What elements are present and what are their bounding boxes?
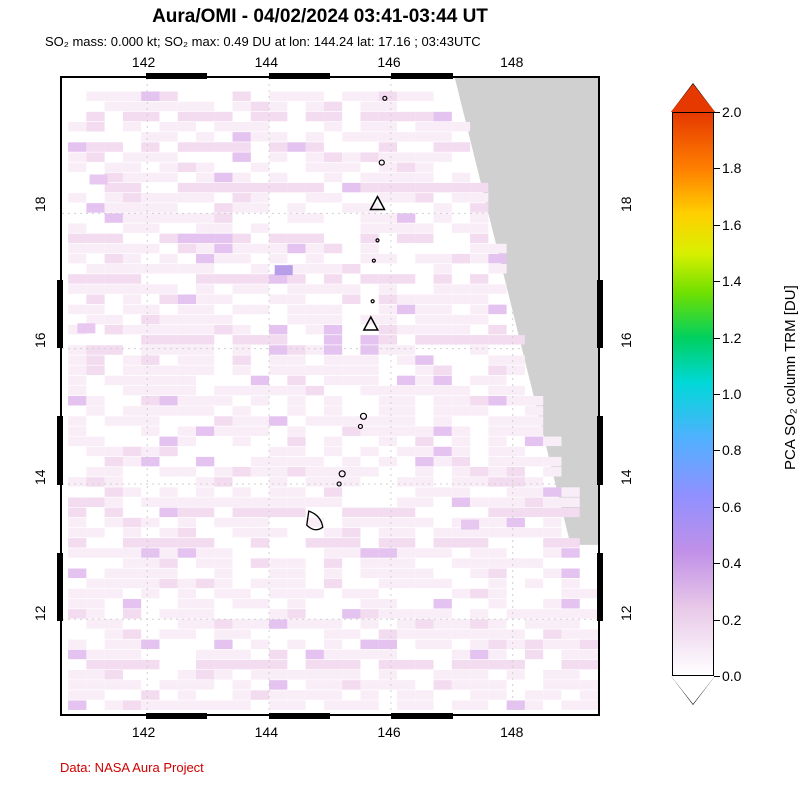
y-tick-left: 14: [32, 469, 48, 485]
colorbar-under-triangle-icon: [671, 676, 715, 704]
x-tick-bottom: 142: [132, 724, 155, 740]
y-tick-right: 14: [618, 469, 634, 485]
colorbar-tick-label: 0.8: [722, 442, 762, 458]
colorbar-tick-label: 2.0: [722, 104, 762, 120]
colorbar-tick-label: 0.6: [722, 499, 762, 515]
colorbar-body: [672, 112, 714, 676]
x-tick-top: 146: [377, 54, 400, 70]
y-tick-left: 16: [32, 333, 48, 349]
chart-subtitle: SO₂ mass: 0.000 kt; SO₂ max: 0.49 DU at …: [45, 34, 481, 49]
y-tick-right: 12: [618, 605, 634, 621]
colorbar-tick-label: 0.4: [722, 555, 762, 571]
y-tick-right: 18: [618, 197, 634, 213]
colorbar-tick-label: 1.0: [722, 386, 762, 402]
x-tick-top: 148: [500, 54, 523, 70]
data-credit: Data: NASA Aura Project: [60, 760, 204, 775]
colorbar-over-triangle-icon: [671, 84, 715, 112]
x-tick-bottom: 148: [500, 724, 523, 740]
map-svg: [62, 78, 598, 714]
chart-title: Aura/OMI - 04/02/2024 03:41-03:44 UT: [0, 6, 640, 28]
x-tick-bottom: 146: [377, 724, 400, 740]
x-tick-top: 144: [255, 54, 278, 70]
y-tick-left: 18: [32, 197, 48, 213]
y-tick-right: 16: [618, 333, 634, 349]
colorbar-title: PCA SO₂ column TRM [DU]: [782, 285, 799, 470]
x-tick-bottom: 144: [255, 724, 278, 740]
colorbar-tick-label: 0.2: [722, 612, 762, 628]
y-tick-left: 12: [32, 605, 48, 621]
colorbar-tick-label: 1.6: [722, 217, 762, 233]
colorbar-tick-label: 0.0: [722, 668, 762, 684]
colorbar-tick-label: 1.8: [722, 160, 762, 176]
colorbar-tick-label: 1.4: [722, 273, 762, 289]
x-tick-top: 142: [132, 54, 155, 70]
colorbar: [672, 84, 714, 704]
map-area: [60, 76, 600, 716]
colorbar-tick-label: 1.2: [722, 330, 762, 346]
